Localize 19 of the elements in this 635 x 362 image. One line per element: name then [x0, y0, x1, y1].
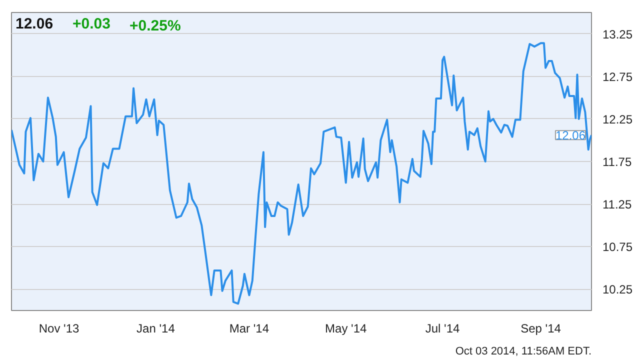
annotation: 12.06	[555, 128, 586, 143]
line-series	[12, 42, 592, 305]
y-tick-label: 11.75	[602, 155, 632, 169]
x-tick-label: Sep '14	[520, 322, 562, 336]
x-tick-label: Jul '14	[425, 322, 460, 336]
annotation: +0.03	[72, 16, 110, 32]
text: Oct 03 2014, 11:56AM EDT.	[455, 346, 592, 358]
chart-title: 12.06	[16, 16, 54, 32]
y-tick-label: 11.25	[602, 198, 632, 212]
x-tick-label: Nov '13	[38, 322, 80, 336]
y-tick-label: 10.25	[602, 282, 633, 297]
x-tick-label: Mar '14	[229, 322, 270, 336]
y-tick-label: 13.25	[602, 27, 633, 42]
y-tick-label: 12.75	[602, 70, 633, 84]
annotation: +0.25%	[130, 18, 181, 34]
x-tick-label: May '14	[325, 322, 368, 336]
y-tick-label: 10.75	[602, 240, 633, 254]
y-tick-label: 12.25	[602, 112, 633, 126]
x-tick-label: Jan '14	[136, 322, 176, 336]
